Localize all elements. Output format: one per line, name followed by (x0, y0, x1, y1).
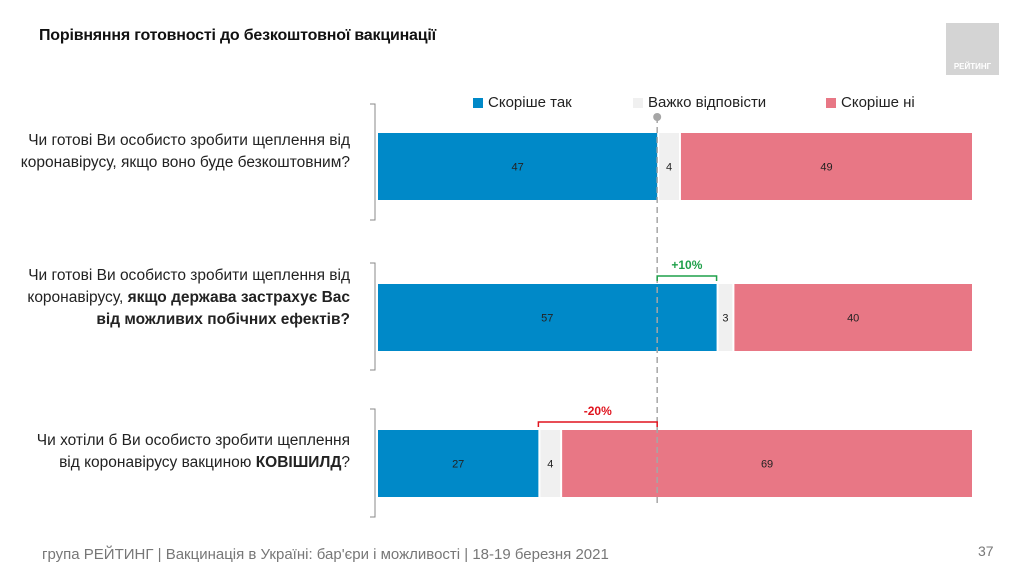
question-label-3: Чи хотіли б Ви особисто зробити щеплення… (20, 430, 350, 474)
data-label: 47 (511, 162, 523, 174)
legend-label-hard: Важко відповісти (648, 94, 767, 111)
page-title: Порівняння готовності до безкоштовної ва… (39, 27, 436, 44)
bar-segment-hard (659, 133, 679, 200)
page-number: 37 (978, 543, 994, 559)
data-label: 49 (820, 162, 832, 174)
row-bracket (370, 103, 376, 221)
question-label-1: Чи готові Ви особисто зробити щеплення в… (20, 130, 350, 174)
data-label: 69 (761, 459, 773, 471)
bar-segment-no (734, 284, 972, 351)
data-label: 3 (722, 313, 728, 325)
row-bracket (370, 262, 376, 371)
legend-swatch-no (826, 97, 836, 108)
row-bracket (370, 408, 376, 518)
change-label: -20% (584, 404, 612, 418)
rating-logo: РЕЙТИНГ (946, 23, 999, 75)
legend-item-hard: Важко відповісти (633, 94, 766, 111)
change-bracket (656, 275, 718, 281)
logo-text: РЕЙТИНГ (953, 62, 992, 71)
bar-segment-yes (378, 133, 658, 200)
question-text-part: ? (341, 454, 350, 471)
legend-swatch-yes (473, 97, 483, 108)
question-text-part: Чи хотіли б Ви особисто зробити щеплення… (36, 432, 350, 471)
footer-source: група РЕЙТИНГ | Вакцинація в Україні: ба… (42, 546, 609, 563)
legend-label-yes: Скоріше так (488, 94, 572, 111)
data-label: 57 (541, 313, 553, 325)
change-label: +10% (671, 258, 702, 272)
question-label-2: Чи готові Ви особисто зробити щеплення в… (20, 265, 350, 331)
bar-segment-yes (378, 284, 717, 351)
legend-item-no: Скоріше ні (826, 94, 915, 111)
legend-swatch-hard (633, 97, 643, 108)
bar-segment-yes (378, 430, 539, 497)
question-text-part: Чи готові Ви особисто зробити щеплення в… (27, 267, 350, 306)
data-label: 40 (847, 313, 859, 325)
bar-segment-no (562, 430, 972, 497)
question-text-part: якщо держава застрахує Вас від можливих … (96, 289, 350, 328)
legend-item-yes: Скоріше так (473, 94, 572, 111)
data-label: 4 (547, 459, 553, 471)
data-label: 27 (452, 459, 464, 471)
legend-label-no: Скоріше ні (841, 94, 915, 111)
data-label: 4 (666, 162, 672, 174)
bar-segment-hard (540, 430, 561, 497)
change-bracket (537, 421, 658, 427)
bar-segment-no (680, 133, 972, 200)
question-text-part: КОВІШИЛД (255, 454, 342, 471)
question-text-part: Чи готові Ви особисто зробити щеплення в… (20, 132, 350, 171)
bar-segment-hard (718, 284, 733, 351)
